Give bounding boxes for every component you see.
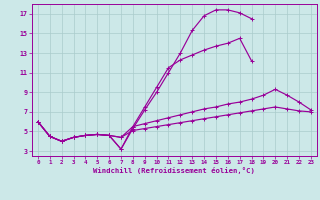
X-axis label: Windchill (Refroidissement éolien,°C): Windchill (Refroidissement éolien,°C) [93, 167, 255, 174]
